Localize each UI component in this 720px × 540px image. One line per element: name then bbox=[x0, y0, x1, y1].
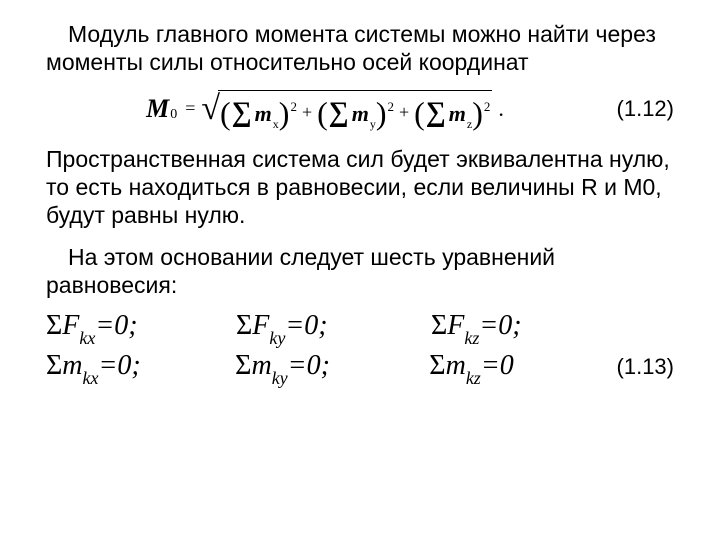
term-y: ( ∑ m y ) 2 bbox=[317, 95, 394, 127]
equation-1-12: M 0 = √ ( ∑ m x ) 2 bbox=[146, 90, 504, 127]
equation-number-1-12: (1.12) bbox=[604, 96, 674, 122]
eq-Fky: ΣFky=0; bbox=[236, 307, 431, 347]
eq112-equals: = bbox=[185, 98, 195, 119]
six-equations-paragraph: На этом основании следует шесть уравнени… bbox=[46, 243, 674, 299]
eq-mky: Σmky=0; bbox=[235, 347, 429, 387]
radicand: ( ∑ m x ) 2 + ( ∑ m y bbox=[218, 90, 492, 127]
eq-mkz: Σmkz=0 bbox=[429, 347, 598, 387]
equation-1-12-row: M 0 = √ ( ∑ m x ) 2 bbox=[46, 90, 674, 127]
eq112-lhs-sub: 0 bbox=[170, 107, 177, 123]
eq-Fkx: ΣFkx=0; bbox=[46, 307, 236, 347]
equation-number-1-13: (1.13) bbox=[617, 352, 674, 382]
equilibrium-paragraph: Пространственная система сил будет эквив… bbox=[46, 145, 674, 229]
intro-paragraph: Модуль главного момента системы можно на… bbox=[46, 20, 674, 76]
term-x: ( ∑ m x ) 2 bbox=[220, 95, 297, 127]
eq112-lhs-symbol: M bbox=[146, 94, 169, 124]
eq-Fkz: ΣFkz=0; bbox=[431, 307, 601, 347]
equations-1-13: ΣFkx=0; ΣFky=0; ΣFkz=0; Σmkx=0; Σmky=0; … bbox=[46, 307, 674, 387]
eq-mkx: Σmkx=0; bbox=[46, 347, 235, 387]
eq112-period: . bbox=[498, 96, 504, 122]
sqrt-sign: √ bbox=[201, 92, 220, 129]
term-z: ( ∑ m z ) 2 bbox=[414, 95, 490, 127]
